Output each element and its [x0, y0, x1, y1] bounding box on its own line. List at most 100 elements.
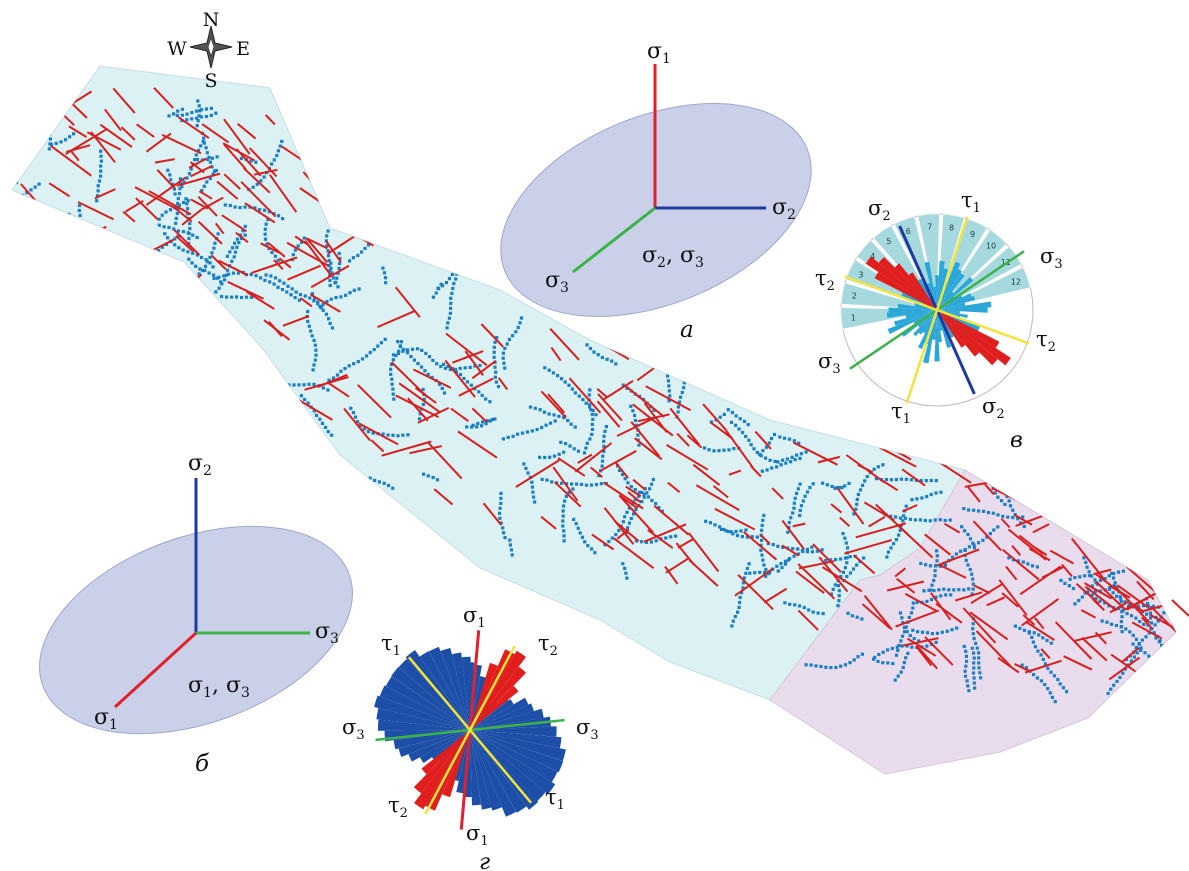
lineament-dot [820, 548, 824, 552]
lineament-dot [977, 666, 981, 670]
lineament-line [645, 385, 692, 412]
lineament-dot [588, 388, 592, 392]
lineament-dot [729, 530, 733, 534]
lineament-dot [228, 250, 232, 254]
lineament-dot [722, 448, 726, 452]
lineament-dot [910, 645, 914, 649]
lineament-dot [792, 506, 796, 510]
lineament-dot [567, 383, 571, 387]
lineament-dot [49, 142, 53, 146]
tau2-line [844, 275, 938, 312]
lineament-dot [623, 515, 627, 519]
lineament-dot [78, 238, 82, 242]
lineament-dot [282, 281, 286, 285]
lineament-dot [738, 595, 742, 600]
lineament-dot [274, 276, 278, 280]
lineament-line [702, 403, 728, 432]
lineament-dot [490, 417, 494, 422]
lineament-dot [197, 104, 201, 108]
lineament-dot [54, 141, 58, 145]
lineament-dot [149, 255, 153, 259]
lineament-line [356, 384, 392, 419]
lineament-dot [860, 652, 864, 656]
lineament-dot [548, 455, 552, 459]
lineament-dot [575, 482, 579, 486]
lineament-dot [244, 372, 249, 377]
lineament-dot [1115, 594, 1119, 598]
lineament-dot [772, 432, 777, 437]
lineament-dot [422, 472, 426, 476]
lineament-dot [251, 185, 255, 189]
lineament-dot [1124, 627, 1128, 631]
lineament-dot [881, 463, 885, 467]
lineament-line [1093, 568, 1112, 576]
lineament-dot [902, 661, 906, 665]
lineament-dot [900, 644, 904, 648]
lineament-dot [337, 251, 341, 256]
lineament-dot [744, 434, 748, 438]
lineament-dot [331, 376, 336, 380]
lineament-dot [492, 350, 496, 354]
lineament-dot [1149, 621, 1154, 625]
lineament-line [395, 394, 440, 418]
lineament-dot [214, 343, 218, 347]
lineament-dot [223, 203, 227, 207]
lineament-dot [195, 124, 199, 128]
lineament-dot [454, 370, 458, 374]
lineament-dot [1121, 671, 1125, 675]
rose-petal [470, 730, 556, 795]
rose-petal [937, 310, 980, 357]
lineament-dot [1082, 556, 1086, 560]
lineament-dot [59, 140, 63, 144]
lineament-line [1149, 614, 1176, 635]
lineament-dot [561, 519, 565, 523]
lineament-dot [313, 296, 317, 300]
lineament-dot [290, 287, 294, 291]
lineament-dot [270, 162, 274, 166]
lineament-dot [908, 633, 912, 638]
lineament-dot [498, 506, 502, 510]
lineament-dot [584, 483, 589, 487]
lineament-dot [401, 349, 405, 353]
lineament-line [120, 126, 136, 141]
lineament-dot [298, 293, 302, 297]
lineament-dot [821, 612, 825, 616]
lineament-dot [425, 252, 430, 256]
lineament-dot [297, 298, 301, 302]
lineament-dot [972, 656, 976, 660]
sigma2-line [898, 225, 939, 311]
lineament-dot [382, 271, 387, 275]
lineament-dot [236, 383, 240, 388]
lineament-dot [232, 387, 236, 391]
lineament-dot [501, 437, 505, 441]
lineament-dot [596, 353, 600, 357]
lineament-line [781, 519, 805, 550]
lineament-dot [676, 410, 680, 414]
lineament-dot [444, 281, 448, 285]
lineament-dot [163, 232, 167, 236]
lineament-dot [379, 341, 383, 345]
lineament-dot [391, 392, 395, 396]
lineament-dot [787, 437, 792, 441]
lineament-dot [644, 540, 648, 544]
lineament-line [482, 502, 502, 526]
lineament-dot [204, 258, 208, 262]
lineament-dot [590, 422, 594, 426]
lineament-dot [972, 661, 976, 665]
lineament-line [458, 377, 494, 397]
lineament-dot [65, 237, 70, 241]
lineament-line [189, 161, 205, 174]
lineament-dot [557, 414, 561, 418]
lineament-dot [185, 281, 189, 285]
lineament-dot [235, 295, 239, 299]
lineament-dot [1129, 659, 1133, 663]
lineament-dot [47, 127, 51, 131]
lineament-dot [851, 567, 856, 571]
lineament-dot [328, 278, 332, 283]
lineament-dot [1087, 570, 1091, 574]
lineament-dot [335, 373, 340, 377]
lineament-line [750, 465, 762, 478]
lineament-dot [1168, 656, 1172, 660]
lineament-dot [1110, 571, 1114, 575]
lineament-line [390, 238, 413, 248]
